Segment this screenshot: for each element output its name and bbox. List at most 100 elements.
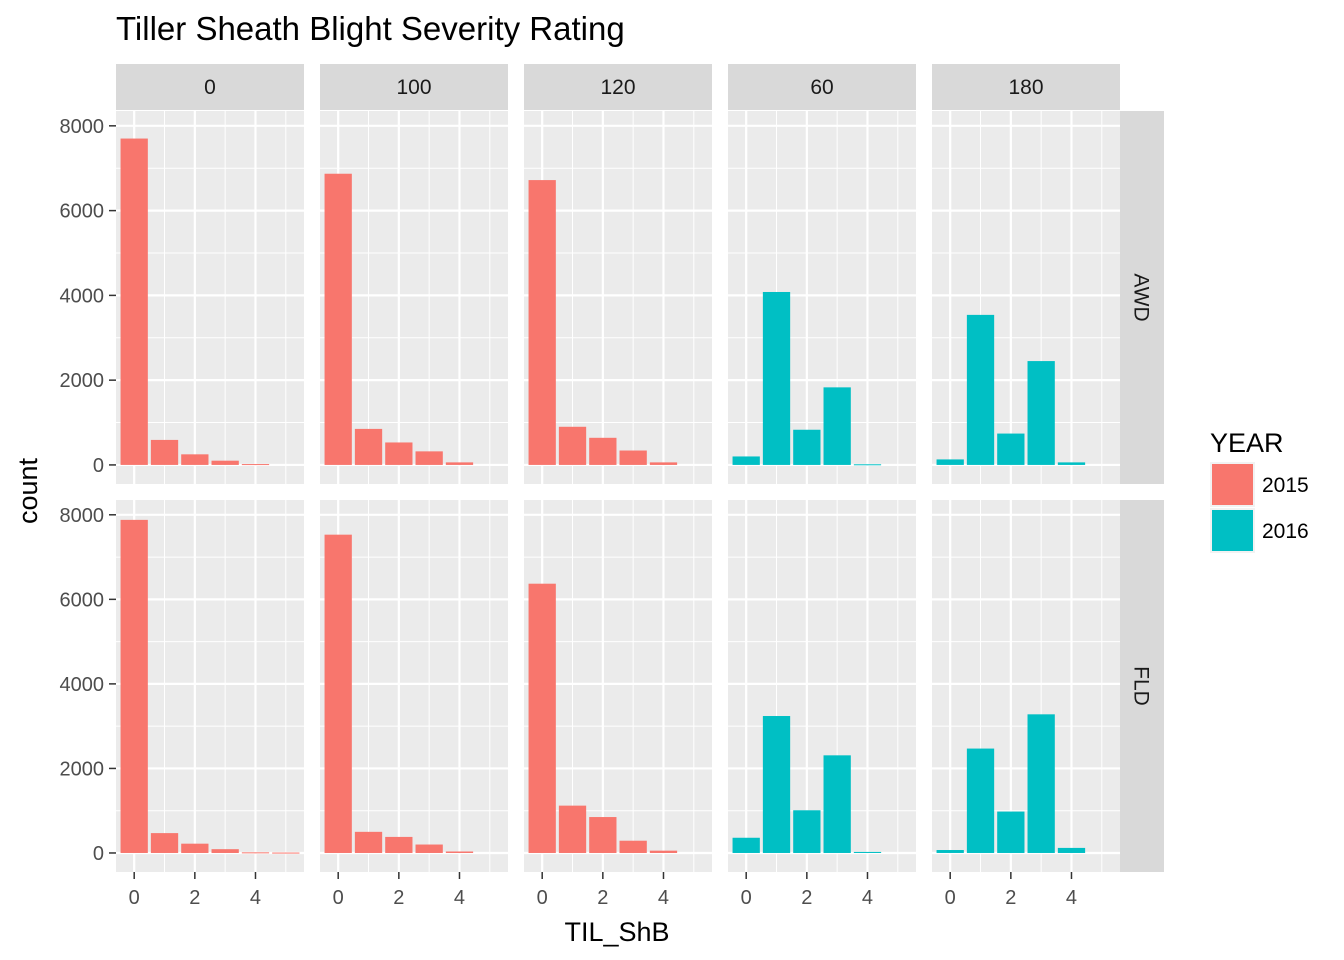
x-tick-label: 0 [741, 887, 752, 909]
bar [732, 837, 760, 853]
y-tick-label: 0 [93, 455, 104, 477]
y-tick-label: 4000 [60, 285, 105, 307]
column-strip-label: 180 [1008, 76, 1043, 99]
y-tick-label: 4000 [60, 674, 105, 696]
bar [793, 810, 821, 853]
x-tick-label: 0 [333, 887, 344, 909]
x-axis-title: TIL_ShB [564, 917, 669, 947]
bar [1057, 847, 1086, 853]
legend-key-swatch [1212, 464, 1253, 505]
chart-title: Tiller Sheath Blight Severity Rating [116, 10, 625, 47]
bar [324, 173, 352, 465]
bar [385, 442, 413, 465]
x-tick-label: 4 [862, 887, 873, 909]
bar [445, 851, 474, 853]
bar [211, 460, 239, 465]
bar [823, 755, 851, 853]
bar [936, 459, 964, 465]
bar [1027, 714, 1055, 853]
x-tick-label: 4 [250, 887, 261, 909]
bar [354, 831, 383, 853]
x-tick-label: 4 [658, 887, 669, 909]
column-strip [320, 64, 508, 110]
bar [528, 583, 556, 853]
x-tick-label: 0 [945, 887, 956, 909]
y-tick-label: 2000 [60, 370, 105, 392]
y-tick-label: 8000 [60, 505, 105, 527]
x-tick-label: 0 [537, 887, 548, 909]
row-strip [1119, 111, 1164, 484]
bar [241, 852, 270, 854]
column-strip [728, 64, 916, 110]
bar [589, 817, 617, 853]
bar [445, 462, 474, 465]
panel-background [932, 111, 1120, 484]
y-tick-label: 8000 [60, 116, 105, 138]
legend-entry-label: 2015 [1262, 474, 1309, 497]
y-tick-label: 0 [93, 843, 104, 865]
bar [272, 852, 300, 854]
bar [936, 850, 964, 853]
column-strip [524, 64, 712, 110]
bar [354, 428, 383, 465]
panel-background [932, 500, 1120, 872]
bar [1027, 361, 1055, 465]
x-tick-label: 2 [597, 887, 608, 909]
bar [853, 464, 882, 466]
bar [415, 844, 443, 853]
legend-title: YEAR [1210, 428, 1284, 458]
row-strip-label: FLD [1130, 666, 1153, 706]
bar [732, 456, 760, 465]
legend-key-swatch [1212, 510, 1253, 551]
bar [150, 439, 179, 465]
column-strip-label: 120 [600, 76, 635, 99]
bar [528, 180, 556, 465]
bar [762, 716, 791, 853]
bar [997, 811, 1025, 853]
bar [966, 748, 995, 853]
x-tick-label: 4 [454, 887, 465, 909]
legend-entry-label: 2016 [1262, 520, 1309, 543]
bar [385, 836, 413, 853]
bar [120, 519, 148, 853]
bar [793, 429, 821, 465]
x-tick-label: 2 [1005, 887, 1016, 909]
x-tick-label: 2 [189, 887, 200, 909]
bar [150, 833, 179, 853]
bar [211, 849, 239, 853]
column-strip [932, 64, 1120, 110]
bar [181, 454, 209, 465]
bar [619, 840, 647, 853]
bar [762, 291, 791, 465]
bar [649, 462, 678, 465]
bar [619, 450, 647, 465]
bar [324, 534, 352, 853]
x-tick-label: 4 [1066, 887, 1077, 909]
row-strip-label: AWD [1130, 273, 1153, 321]
bar [589, 437, 617, 465]
y-axis-title: count [13, 457, 43, 524]
column-strip-label: 100 [396, 76, 431, 99]
y-tick-label: 2000 [60, 758, 105, 780]
bar [415, 451, 443, 465]
column-strip-label: 60 [810, 76, 833, 99]
bar [241, 464, 270, 466]
bar [558, 805, 587, 853]
bar [120, 138, 148, 465]
bar [966, 314, 995, 465]
bar [997, 433, 1025, 465]
bar [853, 851, 882, 853]
x-tick-label: 2 [801, 887, 812, 909]
y-tick-label: 6000 [60, 589, 105, 611]
panel-background [728, 500, 916, 872]
column-strip-label: 0 [204, 76, 216, 99]
bar [558, 426, 587, 465]
panel-background [728, 111, 916, 484]
bar [649, 850, 678, 853]
legend: YEAR 2015 2016 [1210, 428, 1309, 553]
y-tick-label: 6000 [60, 201, 105, 223]
row-strip [1119, 500, 1164, 872]
column-strip [116, 64, 304, 110]
